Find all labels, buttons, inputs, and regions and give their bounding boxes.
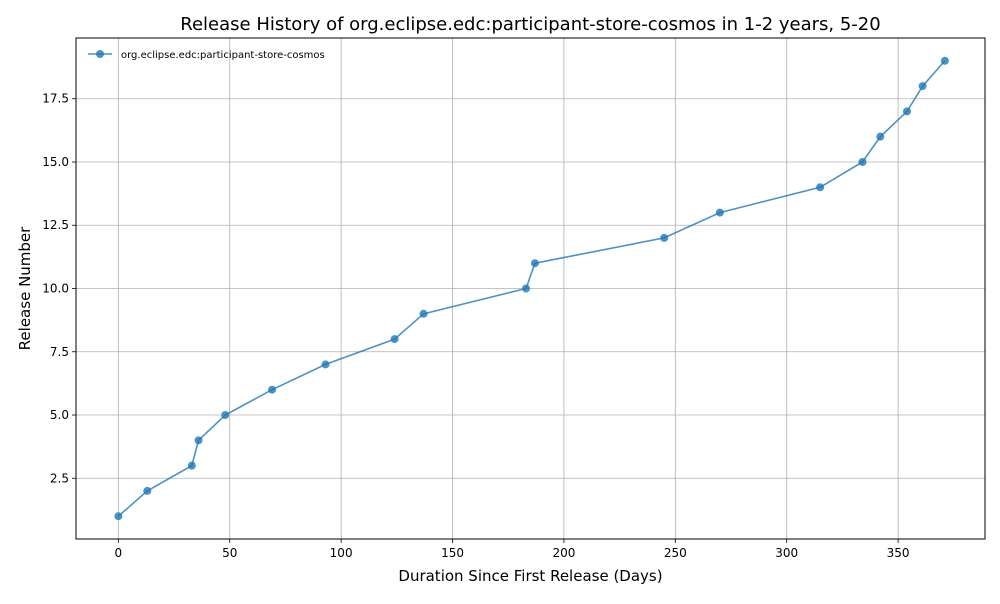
x-tick-label: 150: [441, 546, 464, 560]
data-point: [903, 107, 912, 116]
data-point: [660, 233, 669, 242]
x-tick-label: 0: [115, 546, 123, 560]
data-point: [390, 335, 399, 344]
y-tick-label: 2.5: [50, 471, 69, 485]
y-tick-label: 5.0: [50, 408, 69, 422]
y-tick-label: 15.0: [42, 155, 69, 169]
data-point: [221, 411, 230, 420]
y-tick-label: 7.5: [50, 345, 69, 359]
x-tick-label: 50: [222, 546, 237, 560]
data-point: [940, 56, 949, 65]
data-point: [816, 183, 825, 192]
x-tick-label: 200: [552, 546, 575, 560]
x-axis-label: Duration Since First Release (Days): [398, 567, 662, 585]
x-tick-label: 100: [330, 546, 353, 560]
data-point: [522, 284, 531, 293]
data-point: [858, 157, 867, 166]
x-tick-label: 300: [775, 546, 798, 560]
y-axis-label: Release Number: [16, 226, 34, 350]
data-point: [876, 132, 885, 141]
legend-marker: [96, 50, 104, 58]
series-layer: [114, 56, 949, 521]
data-point: [530, 259, 539, 268]
legend: org.eclipse.edc:participant-store-cosmos: [88, 50, 325, 61]
x-tick-label: 250: [664, 546, 687, 560]
chart-title: Release History of org.eclipse.edc:parti…: [180, 14, 880, 35]
y-tick-label: 17.5: [42, 92, 69, 106]
data-point: [187, 461, 196, 470]
grid: [76, 38, 985, 539]
data-point: [321, 360, 330, 369]
y-tick-label: 12.5: [42, 218, 69, 232]
legend-label: org.eclipse.edc:participant-store-cosmos: [121, 50, 325, 61]
y-tick-label: 10.0: [42, 282, 69, 296]
data-point: [419, 309, 428, 318]
data-point: [194, 436, 203, 445]
axis-ticks: 0 50 100 150 200 250 300 350 2.5 5.0 7.5 10.0 12.5 15…: [42, 92, 909, 560]
data-point: [715, 208, 724, 217]
data-point: [918, 82, 927, 91]
data-point: [268, 385, 277, 394]
data-point: [114, 512, 123, 521]
x-tick-label: 350: [887, 546, 910, 560]
data-point: [143, 486, 152, 495]
